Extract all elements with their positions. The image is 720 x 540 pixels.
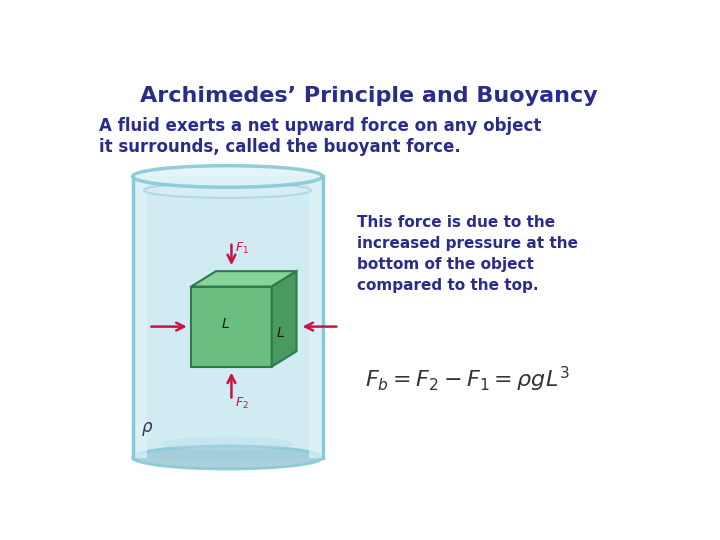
Ellipse shape (144, 183, 311, 198)
Text: This force is due to the
increased pressure at the
bottom of the object
compared: This force is due to the increased press… (357, 215, 578, 293)
FancyBboxPatch shape (191, 287, 271, 367)
FancyBboxPatch shape (132, 177, 147, 457)
Text: L: L (221, 316, 229, 330)
Ellipse shape (132, 166, 323, 187)
Polygon shape (271, 271, 297, 367)
Text: Archimedes’ Principle and Buoyancy: Archimedes’ Principle and Buoyancy (140, 86, 598, 106)
Ellipse shape (161, 437, 294, 450)
Text: $F_2$: $F_2$ (235, 396, 249, 411)
Text: L: L (276, 326, 284, 340)
Text: $F_b = F_2 - F_1 = \rho g L^3$: $F_b = F_2 - F_1 = \rho g L^3$ (365, 365, 570, 394)
Text: $F_1$: $F_1$ (235, 240, 249, 255)
Ellipse shape (132, 446, 323, 469)
Polygon shape (191, 271, 297, 287)
FancyBboxPatch shape (132, 177, 323, 457)
FancyBboxPatch shape (309, 177, 323, 457)
Text: A fluid exerts a net upward force on any object
it surrounds, called the buoyant: A fluid exerts a net upward force on any… (99, 117, 541, 156)
Text: ρ: ρ (142, 418, 153, 436)
